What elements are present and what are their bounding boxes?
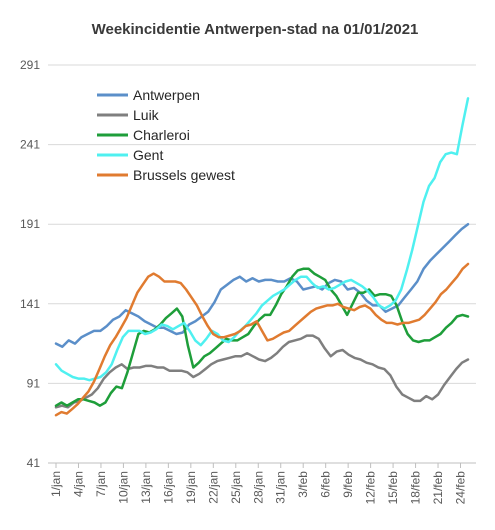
y-tick-label: 141 [20, 297, 40, 311]
chart-title: Weekincidentie Antwerpen-stad na 01/01/2… [92, 21, 419, 38]
x-tick-label: 6/feb [319, 471, 333, 498]
legend-label: Brussels gewest [133, 167, 235, 183]
x-tick-label: 16/jan [161, 471, 175, 504]
x-tick-label: 9/feb [341, 471, 355, 498]
x-tick-label: 25/jan [229, 471, 243, 504]
x-tick-label: 31/jan [274, 471, 288, 504]
legend-label: Antwerpen [133, 87, 200, 103]
x-tick-label: 18/feb [409, 471, 423, 505]
x-tick-label: 24/feb [454, 471, 468, 505]
x-tick-label: 10/jan [116, 471, 130, 504]
legend: Antwerpen Luik Charleroi Gent Brussels gewes… [97, 87, 235, 183]
y-tick-label: 291 [20, 58, 40, 72]
y-tick-label: 91 [27, 376, 41, 390]
y-tick-label: 41 [27, 456, 41, 470]
series-line [54, 334, 470, 409]
x-tick-label: 12/feb [364, 471, 378, 505]
x-axis-ticks: 1/jan 4/jan 7/jan 10/jan 13/jan 16/jan 19/jan 2… [49, 463, 468, 504]
y-tick-label: 191 [20, 217, 40, 231]
x-tick-label: 22/jan [206, 471, 220, 504]
series-line [54, 267, 470, 407]
y-axis-ticks: 41 91 141 191 241 291 [20, 58, 40, 470]
legend-label: Charleroi [133, 127, 190, 143]
series-line [54, 97, 470, 382]
x-tick-label: 19/jan [184, 471, 198, 504]
legend-label: Luik [133, 107, 160, 123]
series-lines [54, 97, 470, 417]
legend-label: Gent [133, 147, 163, 163]
x-tick-label: 15/feb [386, 471, 400, 505]
x-tick-label: 21/feb [431, 471, 445, 505]
y-tick-label: 241 [20, 138, 40, 152]
x-tick-label: 13/jan [139, 471, 153, 504]
gridlines [48, 64, 476, 464]
x-tick-label: 28/jan [251, 471, 265, 504]
x-tick-label: 1/jan [49, 471, 63, 497]
x-tick-label: 4/jan [71, 471, 85, 497]
series-line [54, 222, 470, 349]
x-tick-label: 7/jan [94, 471, 108, 497]
x-tick-label: 3/feb [296, 471, 310, 498]
series-line [54, 262, 470, 417]
